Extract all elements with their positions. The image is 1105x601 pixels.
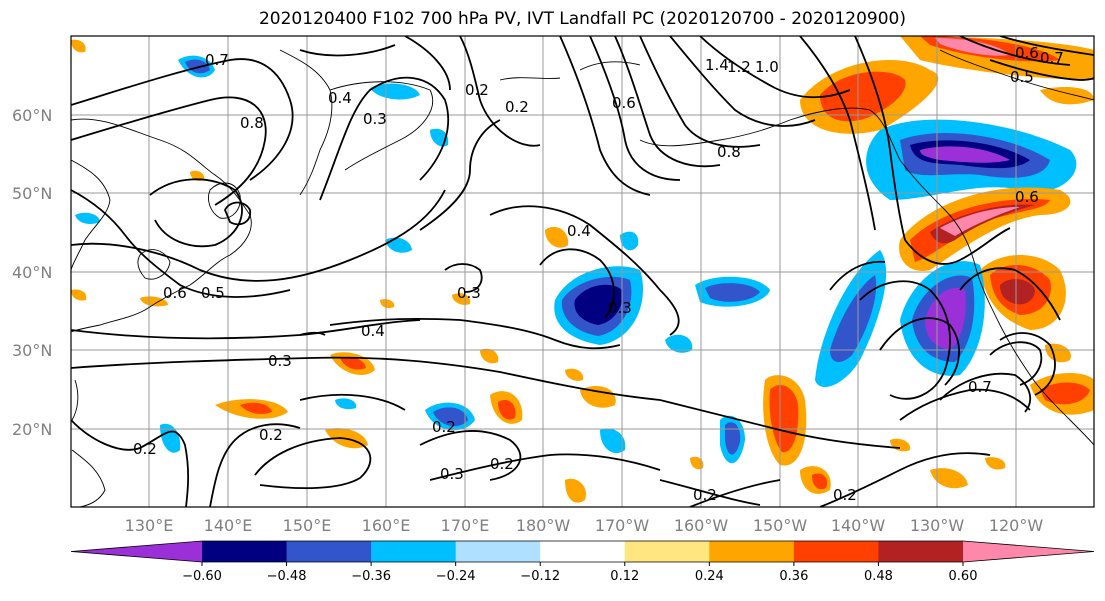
contour-label: 0.4 xyxy=(328,89,352,107)
graticule xyxy=(71,36,1094,507)
colorbar-box xyxy=(878,541,964,562)
colorbar-box xyxy=(624,541,710,562)
colorbar-box xyxy=(455,541,541,562)
contour-label: 0.3 xyxy=(457,284,481,302)
contours xyxy=(71,36,1094,507)
lon-label: 160°W xyxy=(674,516,729,535)
lon-label: 150°W xyxy=(753,516,808,535)
colorbar-box xyxy=(202,541,288,562)
colorbar-box xyxy=(709,541,795,562)
lon-label: 120°W xyxy=(989,516,1044,535)
lon-label: 140°E xyxy=(204,516,253,535)
lat-label: 40°N xyxy=(12,263,52,282)
lon-label: 130°W xyxy=(910,516,965,535)
colorbar-tick-label: −0.36 xyxy=(351,569,391,584)
longitude-labels: 130°E 140°E 150°E 160°E 170°E 180°W 170°… xyxy=(125,516,1044,535)
colorbar-tick-label: −0.60 xyxy=(182,569,222,584)
contour-label: 1.4 xyxy=(705,56,729,74)
contour-label: 0.3 xyxy=(268,352,292,370)
contour-label: 0.7 xyxy=(205,51,229,69)
lon-label: 170°E xyxy=(441,516,490,535)
shading-layer xyxy=(71,36,1094,503)
colorbar-tick-label: −0.24 xyxy=(436,569,476,584)
coastlines xyxy=(71,49,1094,507)
colorbar-box xyxy=(793,541,879,562)
contour-label: 0.2 xyxy=(693,486,717,504)
colorbar-tick-label: 0.36 xyxy=(779,569,808,584)
colorbar-tick-label: 0.48 xyxy=(864,569,893,584)
map-frame xyxy=(70,35,1095,508)
contour-label: 0.7 xyxy=(968,378,992,396)
contour-label: 0.8 xyxy=(717,143,741,161)
contour-label: 0.5 xyxy=(201,284,225,302)
contour-label: 0.5 xyxy=(1010,68,1034,86)
lon-label: 130°E xyxy=(125,516,174,535)
lon-label: 140°W xyxy=(831,516,886,535)
contour-label: 0.8 xyxy=(240,114,264,132)
map-title: 2020120400 F102 700 hPa PV, IVT Landfall… xyxy=(258,9,906,29)
lat-label: 20°N xyxy=(12,420,52,439)
lon-label: 150°E xyxy=(283,516,332,535)
colorbar-tick-label: −0.12 xyxy=(520,569,560,584)
colorbar-tick-label: 0.60 xyxy=(949,569,978,584)
contour-labels: 0.7 0.8 0.4 0.3 0.2 0.2 0.6 0.5 0.3 0.4 … xyxy=(133,44,1064,504)
contour-label: 0.2 xyxy=(465,81,489,99)
contour-label: 0.3 xyxy=(440,465,464,483)
contour-label: 0.2 xyxy=(490,455,514,473)
latitude-labels: 60°N 50°N 40°N 30°N 20°N xyxy=(12,106,52,439)
contour-label: 0.2 xyxy=(133,440,157,458)
colorbar-tick-label: 0.24 xyxy=(695,569,724,584)
contour-label: 0.3 xyxy=(608,299,632,317)
colorbar-box xyxy=(371,541,457,562)
colorbar-extend-low xyxy=(71,541,202,562)
lat-label: 30°N xyxy=(12,341,52,360)
lon-label: 160°E xyxy=(362,516,411,535)
contour-label: 0.2 xyxy=(259,426,283,444)
lon-label: 180°W xyxy=(516,516,571,535)
colorbar-tick-label: −0.48 xyxy=(267,569,307,584)
contour-label: 0.6 xyxy=(612,94,636,112)
colorbar-tick-label: 0.12 xyxy=(610,569,639,584)
contour-label: 0.4 xyxy=(361,322,385,340)
colorbar-box xyxy=(286,541,372,562)
contour-label: 0.2 xyxy=(833,486,857,504)
colorbar-extend-high xyxy=(963,541,1094,562)
contour-label: 0.6 xyxy=(1015,44,1039,62)
contour-label: 1.0 xyxy=(755,58,779,76)
contour-label: 0.2 xyxy=(505,98,529,116)
contour-label: 0.7 xyxy=(1040,49,1064,67)
colorbar: −0.60 −0.48 −0.36 −0.24 −0.12 0.12 0.24 0.36 0.4… xyxy=(70,540,1095,584)
colorbar-box xyxy=(540,541,626,562)
contour-label: 0.6 xyxy=(1015,188,1039,206)
lat-label: 60°N xyxy=(12,106,52,125)
contour-label: 0.4 xyxy=(567,222,591,240)
contour-label: 0.2 xyxy=(432,418,456,436)
lon-label: 170°W xyxy=(595,516,650,535)
contour-label: 0.6 xyxy=(163,284,187,302)
contour-label: 1.2 xyxy=(727,58,751,76)
contour-label: 0.3 xyxy=(363,110,387,128)
lat-label: 50°N xyxy=(12,184,52,203)
